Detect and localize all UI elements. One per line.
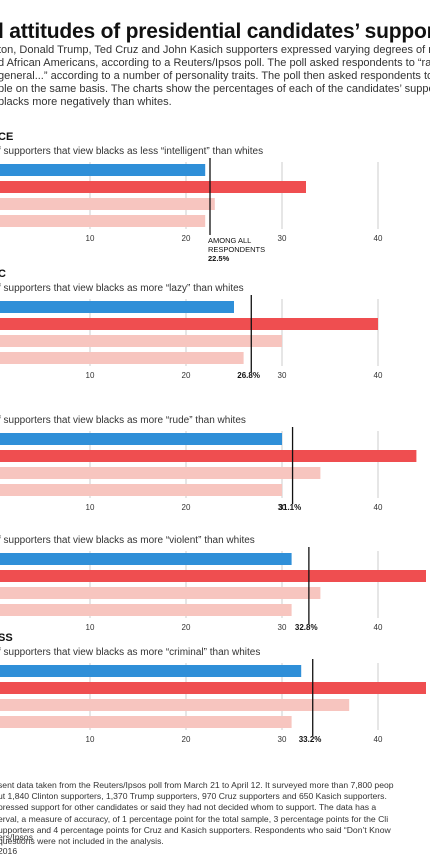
bar: [0, 318, 378, 330]
intro-line: d African Americans, according to a Reut…: [0, 57, 430, 69]
footnote-line: ut 1,840 Clinton supporters, 1,370 Trump…: [0, 791, 387, 802]
bar: [0, 665, 302, 677]
tick-label: 40: [374, 503, 383, 512]
bar: [0, 181, 306, 193]
bar: [0, 484, 282, 496]
average-label: RESPONDENTS: [208, 245, 265, 254]
intro-line: ple on the same basis. The charts show t…: [0, 83, 430, 95]
bar: [0, 215, 206, 227]
footnote-line: erval, a measure of accuracy, of 1 perce…: [0, 813, 389, 824]
bar: [0, 198, 215, 210]
tick-label: 10: [86, 234, 95, 243]
tick-label: 20: [182, 623, 191, 632]
average-label: 33.2%: [299, 735, 322, 744]
tick-label: 40: [374, 623, 383, 632]
section-heading: CE: [0, 131, 13, 143]
section-heading: C: [0, 268, 6, 280]
tick-label: 10: [86, 371, 95, 380]
average-label: AMONG ALL: [208, 236, 251, 245]
tick-label: 40: [374, 234, 383, 243]
tick-label: 30: [278, 623, 287, 632]
tick-label: 20: [182, 503, 191, 512]
intro-line: ton, Donald Trump, Ted Cruz and John Kas…: [0, 44, 430, 56]
tick-label: 30: [278, 234, 287, 243]
average-label: 22.5%: [208, 254, 230, 263]
bar: [0, 164, 206, 176]
footnote: sent data taken from the Reuters/Ipsos p…: [0, 780, 428, 847]
bar: [0, 716, 292, 728]
bar: [0, 682, 426, 694]
bar: [0, 467, 321, 479]
tick-label: 30: [278, 371, 287, 380]
chart-subtitle: f supporters that view blacks as more “c…: [0, 647, 260, 658]
bar: [0, 699, 350, 711]
intro-line: general...” according to a number of per…: [0, 70, 430, 82]
bar: [0, 450, 417, 462]
bar: [0, 352, 244, 364]
tick-label: 30: [278, 503, 287, 512]
average-label: 31.1%: [279, 503, 302, 512]
chart-subtitle: f supporters that view blacks as more “v…: [0, 535, 255, 546]
tick-label: 20: [182, 371, 191, 380]
footnote-line: questions were not included in the analy…: [0, 836, 164, 847]
tick-label: 10: [86, 735, 95, 744]
footnote-line: upporters and 4 percentage points for Cr…: [0, 824, 391, 835]
source-text: ers/Ipsos: [0, 832, 33, 842]
section-heading: SS: [0, 632, 13, 644]
tick-label: 40: [374, 735, 383, 744]
tick-label: 20: [182, 735, 191, 744]
bar: [0, 301, 234, 313]
footnote-line: pressed support for other candidates or …: [0, 802, 377, 813]
page-title: l attitudes of presidential candidates’ …: [0, 20, 430, 43]
chart-subtitle: f supporters that view blacks as less “i…: [0, 146, 263, 157]
intro-line: blacks more negatively than whites.: [0, 96, 172, 108]
tick-label: 20: [182, 234, 191, 243]
footnote-line: sent data taken from the Reuters/Ipsos p…: [0, 780, 394, 790]
credit-text: 2016: [0, 846, 18, 856]
bar: [0, 587, 321, 599]
bar: [0, 433, 282, 445]
tick-label: 40: [374, 371, 383, 380]
average-label: 26.8%: [237, 371, 260, 380]
tick-label: 10: [86, 623, 95, 632]
tick-label: 30: [278, 735, 287, 744]
bar: [0, 335, 282, 347]
intro-text: ton, Donald Trump, Ted Cruz and John Kas…: [0, 44, 430, 109]
bar: [0, 553, 292, 565]
bar: [0, 604, 292, 616]
bar: [0, 570, 426, 582]
average-label: 32.8%: [295, 623, 318, 632]
chart-subtitle: f supporters that view blacks as more “l…: [0, 283, 244, 294]
chart-subtitle: f supporters that view blacks as more “r…: [0, 415, 246, 426]
tick-label: 10: [86, 503, 95, 512]
